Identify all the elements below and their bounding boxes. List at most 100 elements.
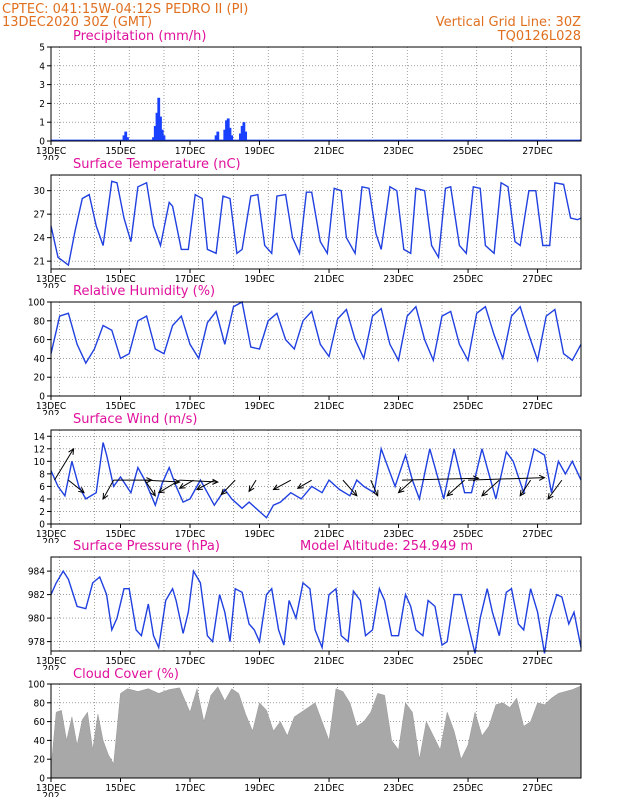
precipitation-bar	[225, 120, 228, 141]
x-year-label: 202	[42, 409, 59, 420]
y-tick-label: 21	[34, 257, 45, 268]
series-line	[50, 300, 582, 365]
x-tick-label: 27DEC	[522, 783, 552, 794]
series-line	[50, 442, 582, 519]
forecast-start-header: 13DEC2020 30Z (GMT)	[2, 15, 152, 30]
precipitation-bar	[159, 116, 162, 141]
wind-arrow-head	[173, 478, 181, 485]
precipitation-bar	[122, 135, 126, 141]
model-altitude-note: Model Altitude: 254.949 m	[300, 539, 473, 554]
plot-frame	[50, 46, 582, 142]
pressure-panel-title: Surface Pressure (hPa)	[73, 539, 220, 554]
y-tick-label: 100	[28, 298, 45, 309]
wind-arrow	[144, 479, 180, 483]
x-tick-label: 25DEC	[453, 146, 483, 157]
plot-frame	[50, 556, 582, 652]
wind-arrow-head	[351, 489, 358, 497]
x-tick-label: 23DEC	[383, 656, 413, 667]
wind-arrow-head	[78, 487, 85, 494]
x-year-label: 202	[42, 537, 59, 548]
x-tick-label: 21DEC	[314, 146, 344, 157]
precipitation-bar	[160, 129, 164, 141]
precipitation-bar	[214, 135, 218, 141]
wind-arrow-head	[178, 483, 186, 489]
y-tick-label: 0	[39, 392, 45, 403]
x-tick-label: 21DEC	[314, 783, 344, 794]
precipitation-bar	[216, 131, 220, 141]
cloud-cover-panel: 0 20 40 60 80 100 13DEC 15DEC 17DEC 19DEC 21DEC 23D…	[28, 680, 582, 800]
x-tick-label: 15DEC	[105, 656, 135, 667]
y-tick-label: 6	[39, 482, 45, 493]
wind-arrow-head	[296, 483, 304, 489]
grid-line-note: Vertical Grid Line: 30Z	[436, 15, 581, 30]
wind-panel-title: Surface Wind (m/s)	[73, 412, 197, 427]
precipitation-bar	[152, 137, 155, 141]
wind-arrow-head	[220, 488, 228, 496]
x-tick-label: 15DEC	[105, 146, 135, 157]
wind-arrow	[220, 479, 236, 495]
x-tick-label: 25DEC	[453, 656, 483, 667]
wind-arrow	[248, 479, 257, 492]
y-tick-label: 40	[34, 736, 46, 747]
pressure-panel: 978 980 982 984 13DEC 15DEC 17DEC 19DEC 21DEC 23D…	[28, 556, 582, 675]
y-tick-label: 8	[39, 469, 45, 480]
x-tick-label: 19DEC	[244, 401, 274, 412]
x-tick-label: 21DEC	[314, 529, 344, 540]
precipitation-bar	[242, 122, 246, 141]
precipitation-bar	[124, 131, 128, 141]
y-tick-label: 984	[28, 567, 45, 578]
y-tick-label: 80	[34, 316, 46, 327]
y-tick-label: 10	[34, 457, 46, 468]
x-tick-label: 21DEC	[314, 401, 344, 412]
x-tick-label: 25DEC	[453, 401, 483, 412]
wind-arrow-head	[68, 447, 75, 455]
x-tick-label: 15DEC	[105, 529, 135, 540]
x-tick-label: 19DEC	[244, 529, 274, 540]
y-tick-label: 980	[28, 614, 45, 625]
x-tick-label: 25DEC	[453, 783, 483, 794]
wind-arrow	[398, 479, 413, 494]
precipitation-bar	[162, 135, 166, 141]
wind-arrow	[402, 477, 479, 481]
x-tick-label: 13DEC	[36, 656, 66, 667]
wind-arrow-head	[102, 492, 109, 500]
x-tick-label: 19DEC	[244, 783, 274, 794]
y-tick-label: 20	[34, 373, 46, 384]
y-tick-label: 2	[39, 99, 45, 110]
plot-frame	[50, 174, 582, 270]
y-tick-label: 4	[39, 61, 45, 72]
x-tick-label: 27DEC	[522, 401, 552, 412]
precipitation-bar	[240, 125, 244, 141]
wind-arrow	[342, 479, 358, 497]
y-tick-label: 982	[28, 590, 45, 601]
precipitation-bar	[228, 127, 232, 141]
y-tick-label: 0	[39, 137, 45, 148]
precipitation-bar	[239, 133, 242, 141]
y-tick-label: 100	[28, 680, 45, 691]
temperature-panel-title: Surface Temperature (nC)	[73, 157, 241, 172]
y-tick-label: 60	[34, 335, 46, 346]
wind-arrow	[297, 479, 312, 489]
x-tick-label: 17DEC	[175, 401, 205, 412]
y-tick-label: 0	[39, 774, 45, 785]
y-tick-label: 40	[34, 354, 46, 365]
series-line	[50, 568, 582, 654]
x-tick-label: 13DEC	[36, 529, 66, 540]
wind-arrow-head	[272, 484, 280, 491]
y-tick-label: 12	[34, 444, 45, 455]
x-tick-label: 23DEC	[383, 529, 413, 540]
model-code: TQ0126L028	[497, 29, 581, 44]
y-tick-label: 1	[39, 118, 45, 129]
precipitation-bar	[155, 112, 159, 141]
precipitation-bar	[230, 135, 234, 141]
y-tick-label: 24	[34, 233, 46, 244]
x-tick-label: 17DEC	[175, 656, 205, 667]
x-tick-label: 19DEC	[244, 656, 274, 667]
y-tick-label: 978	[28, 637, 45, 648]
precipitation-bar	[126, 137, 129, 141]
x-tick-label: 15DEC	[105, 783, 135, 794]
x-year-label: 202	[42, 154, 59, 165]
precipitation-bar	[244, 131, 248, 141]
wind-arrow-head	[149, 489, 156, 497]
